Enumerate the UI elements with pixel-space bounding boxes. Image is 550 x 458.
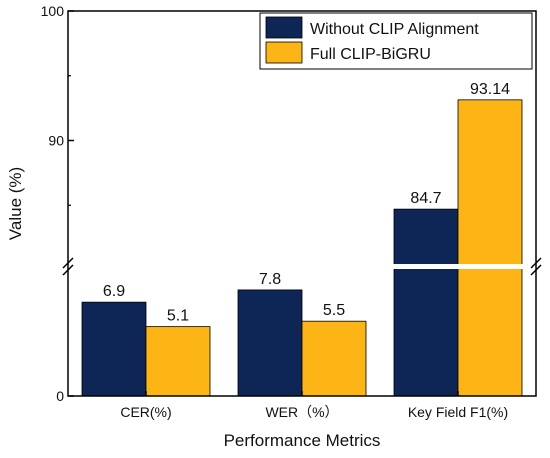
bar-full-clip-bigru-2 bbox=[457, 99, 523, 397]
ticks-layer: 0 90 100 bbox=[41, 3, 74, 404]
y-axis-title: Value (%) bbox=[6, 167, 25, 240]
axis-break-slash bbox=[530, 257, 542, 269]
x-tick-labels: CER(%) WER（%） Key Field F1(%) bbox=[120, 391, 508, 420]
x-tick-label: Key Field F1(%) bbox=[408, 404, 508, 420]
legend-label-without-clip: Without CLIP Alignment bbox=[310, 21, 479, 38]
y-tick-label: 100 bbox=[41, 3, 65, 19]
axis-break-gap bbox=[66, 264, 538, 269]
x-axis-title: Performance Metrics bbox=[224, 431, 381, 450]
data-label-without-clip-1: 7.8 bbox=[259, 271, 281, 288]
legend-frame bbox=[259, 12, 533, 70]
data-label-full-clip-bigru-0: 5.1 bbox=[167, 308, 189, 325]
bar-without-clip-0 bbox=[81, 301, 147, 397]
data-labels-layer: 6.9 7.8 84.7 5.1 5.5 93.14 bbox=[103, 81, 510, 325]
legend: Without CLIP Alignment Full CLIP-BiGRU bbox=[259, 12, 533, 70]
bar-full-clip-bigru-0 bbox=[145, 326, 211, 397]
axis-break-slash bbox=[62, 257, 74, 269]
legend-swatch-full-clip-bigru bbox=[265, 41, 303, 64]
data-label-full-clip-bigru-1: 5.5 bbox=[323, 302, 345, 319]
legend-swatch-without-clip bbox=[265, 16, 303, 39]
data-label-without-clip-0: 6.9 bbox=[103, 283, 125, 300]
bar-without-clip-1 bbox=[237, 289, 303, 397]
bars-layer bbox=[81, 99, 523, 397]
y-tick-label: 90 bbox=[48, 133, 64, 149]
y-tick-label: 0 bbox=[56, 388, 64, 404]
x-tick-label: CER(%) bbox=[120, 404, 171, 420]
x-tick-label: WER（%） bbox=[265, 404, 338, 420]
legend-label-full-clip-bigru: Full CLIP-BiGRU bbox=[310, 46, 431, 63]
axis-break-slash bbox=[530, 264, 542, 276]
data-label-full-clip-bigru-2: 93.14 bbox=[470, 81, 510, 98]
data-label-without-clip-2: 84.7 bbox=[410, 190, 441, 207]
axis-break-slash bbox=[62, 264, 74, 276]
bar-without-clip-2 bbox=[393, 208, 459, 397]
bar-full-clip-bigru-1 bbox=[301, 320, 367, 397]
axis-break-marks bbox=[62, 257, 542, 276]
